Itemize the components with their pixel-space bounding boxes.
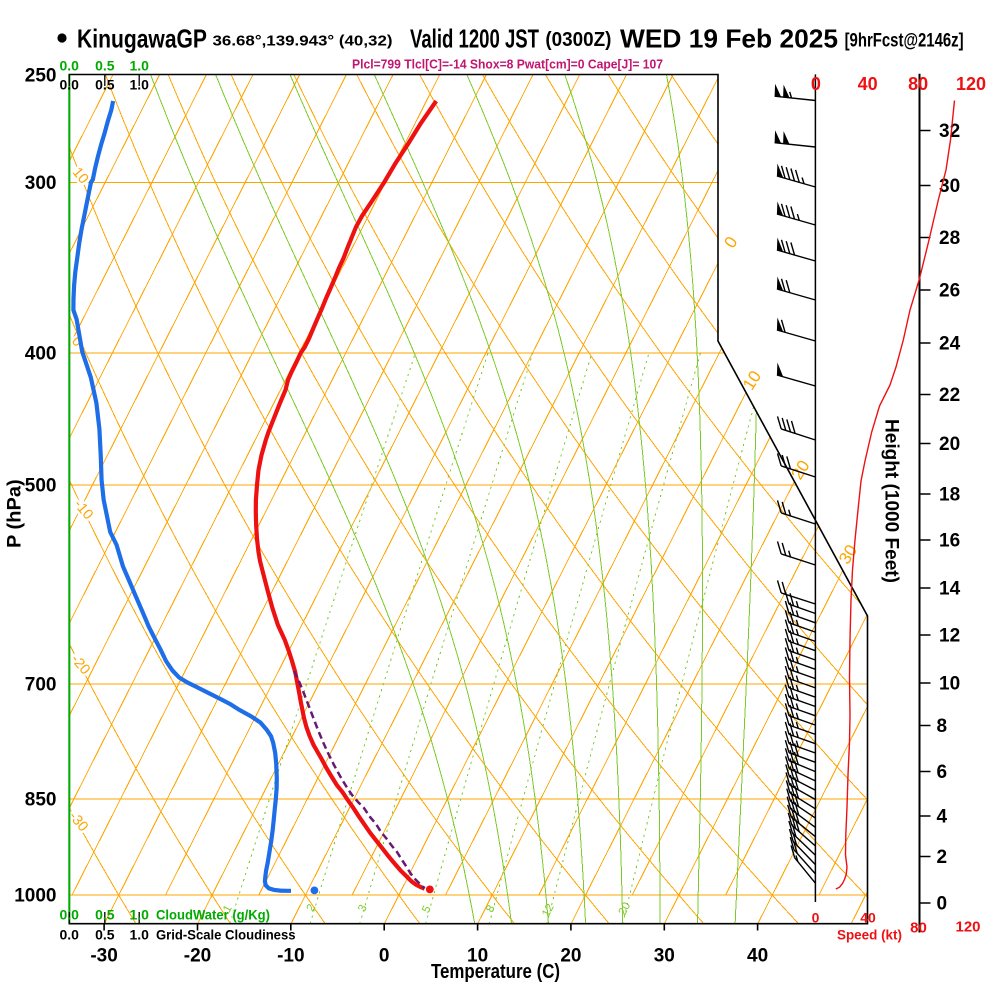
svg-text:400: 400 (25, 343, 57, 364)
svg-text:Height (1000 Feet): Height (1000 Feet) (880, 419, 902, 583)
svg-text:Speed (kt): Speed (kt) (837, 927, 902, 943)
svg-text:0: 0 (811, 74, 821, 94)
svg-text:0.0: 0.0 (59, 907, 79, 923)
svg-text:1.0: 1.0 (129, 77, 149, 93)
svg-text:14: 14 (939, 579, 961, 600)
svg-text:10: 10 (69, 165, 92, 188)
svg-text:40: 40 (860, 910, 876, 926)
svg-text:-30: -30 (90, 946, 117, 967)
svg-text:1: 1 (221, 903, 235, 914)
svg-text:18: 18 (939, 485, 960, 506)
svg-text:0.0: 0.0 (59, 77, 79, 93)
svg-text:0.0: 0.0 (59, 927, 79, 943)
svg-text:Temperature (C): Temperature (C) (431, 961, 560, 983)
svg-text:CloudWater (g/Kg): CloudWater (g/Kg) (156, 907, 270, 923)
svg-text:2: 2 (937, 847, 948, 868)
svg-text:0: 0 (379, 946, 390, 967)
svg-text:8: 8 (937, 716, 948, 737)
svg-text:80: 80 (910, 920, 927, 937)
svg-text:40: 40 (858, 74, 878, 94)
svg-text:0: 0 (937, 894, 948, 915)
svg-text:40: 40 (747, 946, 768, 967)
svg-text:1.0: 1.0 (129, 907, 149, 923)
svg-text:1.0: 1.0 (129, 927, 149, 943)
svg-text:1.0: 1.0 (129, 58, 149, 74)
svg-text:30: 30 (654, 946, 675, 967)
svg-text:1000: 1000 (14, 886, 56, 907)
svg-text:0.0: 0.0 (59, 58, 79, 74)
svg-text:36.68°,139.943° (40,32): 36.68°,139.943° (40,32) (213, 33, 393, 50)
svg-text:22: 22 (939, 385, 960, 406)
svg-text:0.5: 0.5 (95, 58, 115, 74)
svg-text:32: 32 (939, 121, 960, 142)
svg-text:KinugawaGP: KinugawaGP (77, 24, 207, 54)
svg-text:20: 20 (617, 901, 634, 918)
svg-text:-20: -20 (184, 946, 211, 967)
svg-text:500: 500 (25, 475, 57, 496)
svg-text:Valid 1200 JST: Valid 1200 JST (410, 24, 539, 54)
svg-text:-10: -10 (277, 946, 304, 967)
svg-text:300: 300 (25, 173, 57, 194)
svg-text:0.5: 0.5 (95, 927, 115, 943)
svg-text:(0300Z): (0300Z) (545, 29, 611, 51)
svg-text:4: 4 (937, 807, 948, 828)
svg-text:850: 850 (25, 789, 57, 810)
svg-text:Plcl=799 Tlcl[C]=-14 Shox=8 Pw: Plcl=799 Tlcl[C]=-14 Shox=8 Pwat[cm]=0 C… (352, 58, 663, 72)
svg-text:12: 12 (540, 902, 557, 919)
svg-text:WED 19 Feb 2025: WED 19 Feb 2025 (620, 24, 838, 54)
svg-text:16: 16 (939, 531, 960, 552)
svg-text:30: 30 (939, 176, 960, 197)
svg-text:80: 80 (908, 74, 928, 94)
svg-text:8: 8 (484, 903, 498, 914)
svg-text:250: 250 (25, 65, 57, 86)
svg-text:P (hPa): P (hPa) (5, 479, 26, 548)
svg-text:Grid-Scale Cloudiness: Grid-Scale Cloudiness (156, 927, 296, 943)
svg-text:0.5: 0.5 (95, 907, 115, 923)
svg-text:0: 0 (812, 910, 820, 926)
svg-text:3: 3 (356, 903, 370, 914)
svg-text:5: 5 (420, 904, 434, 915)
svg-text:20: 20 (939, 434, 960, 455)
svg-text:26: 26 (939, 281, 960, 302)
svg-text:[9hrFcst@2146z]: [9hrFcst@2146z] (845, 31, 964, 52)
svg-text:24: 24 (939, 334, 961, 355)
svg-text:120: 120 (956, 74, 986, 94)
svg-text:28: 28 (939, 228, 960, 249)
svg-text:12: 12 (939, 626, 960, 647)
svg-text:2: 2 (305, 902, 319, 913)
svg-text:120: 120 (955, 919, 980, 936)
svg-text:20: 20 (560, 946, 581, 967)
svg-text:10: 10 (467, 946, 488, 967)
svg-text:700: 700 (25, 675, 57, 696)
svg-text:6: 6 (937, 762, 948, 783)
svg-text:0.5: 0.5 (95, 77, 115, 93)
svg-text:10: 10 (939, 674, 960, 695)
